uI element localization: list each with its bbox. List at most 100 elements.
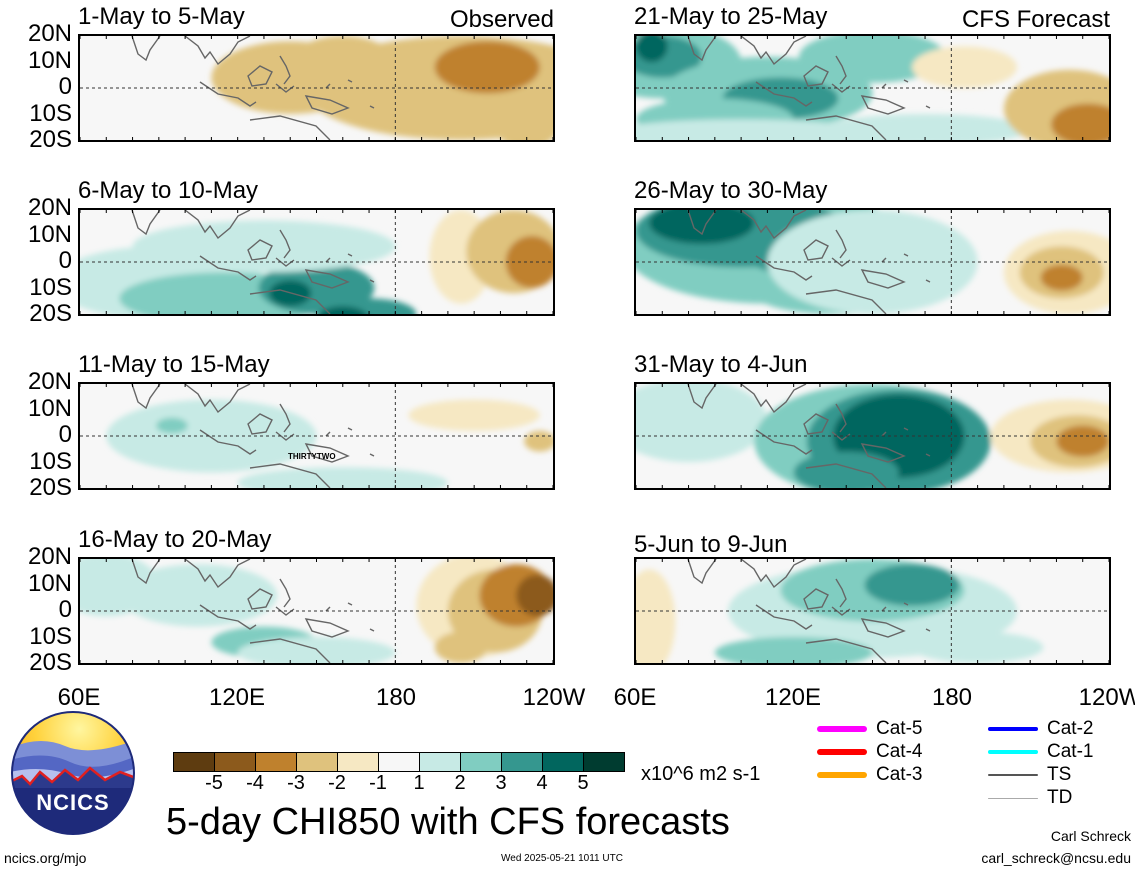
colorbar-swatch [542,752,584,772]
legend-line [988,750,1038,754]
ncics-logo: NCICS [10,710,136,836]
map-panel-6 [634,382,1111,490]
colorbar-label: 4 [536,772,548,794]
lat-label: 0 [58,421,72,448]
legend-item: Cat-5 [817,718,957,740]
legend-label: Cat-5 [876,718,923,739]
lon-label: 120E [208,684,266,711]
legend-item: Cat-1 [988,741,1128,763]
timestamp: Wed 2025-05-21 1011 UTC [501,853,623,864]
lat-label: 10S [29,99,72,127]
lat-label: 0 [58,596,72,623]
cfs-forecast-label: CFS Forecast [961,6,1110,33]
panel-title: 21-May to 25-May [634,3,828,30]
colorbar-swatch [378,752,420,772]
legend-label: TS [1047,764,1072,785]
legend-line [988,774,1038,776]
lat-label: 10N [27,220,72,248]
panel-title: 6-May to 10-May [78,177,259,204]
lat-label: 0 [58,247,72,274]
author-name: Carl Schreck [1050,828,1131,844]
panel-title: 1-May to 5-May [78,3,245,30]
colorbar-swatch [419,752,461,772]
colorbar-label: 3 [495,772,507,794]
legend-item: TS [988,764,1128,786]
map-panel-5: THIRTYTWO [78,382,555,490]
map-panel-7 [78,557,555,665]
legend-line [817,749,867,755]
legend-item: Cat-2 [988,718,1128,740]
panel-title: 16-May to 20-May [78,526,272,553]
map-field [636,36,1109,140]
colorbar-swatch [296,752,338,772]
legend-line [817,772,867,778]
legend-label: Cat-3 [876,764,923,785]
map-field [636,384,1109,488]
legend-item: TD [988,787,1128,809]
lat-label: 20S [29,649,72,676]
map-panel-2 [634,34,1111,142]
lat-label: 20S [29,300,72,327]
legend-label: Cat-1 [1047,741,1094,762]
map-field [80,384,553,488]
lat-label: 20N [27,543,72,570]
lat-label: 10N [27,394,72,422]
colorbar-label: -3 [287,772,305,794]
legend-line [988,727,1038,731]
lon-label: 120W [1078,684,1135,711]
map-panel-8 [634,557,1111,665]
map-field [80,36,553,140]
map-field [636,559,1109,663]
logo-text: NCICS [36,790,110,815]
colorbar-swatch [173,752,215,772]
colorbar-label: 2 [454,772,466,794]
panel-title: 5-Jun to 9-Jun [634,531,788,558]
lon-label: 180 [375,684,417,711]
colorbar-label: 1 [413,772,425,794]
lat-label: 20N [27,368,72,395]
colorbar-label: 5 [577,772,589,794]
colorbar-swatch [214,752,256,772]
observed-label: Observed [449,6,554,33]
colorbar-swatch [501,752,543,772]
legend-line [817,726,867,732]
lon-label: 120E [764,684,822,711]
colorbar-units: x10^6 m2 s-1 [641,763,761,785]
colorbar-swatch [460,752,502,772]
lon-label: 60E [613,684,657,711]
legend-line [988,797,1038,799]
colorbar-swatch [255,752,297,772]
storm-label: THIRTYTWO [288,452,336,461]
map-panel-1 [78,34,555,142]
colorbar-swatch [583,752,625,772]
lon-label: 60E [57,684,101,711]
map-panel-4 [634,208,1111,316]
lon-label: 120W [522,684,586,711]
lat-label: 10N [27,46,72,74]
main-title: 5-day CHI850 with CFS forecasts [166,801,730,843]
colorbar-label: -5 [205,772,223,794]
legend-label: Cat-2 [1047,718,1094,739]
colorbar-label: -2 [328,772,346,794]
lat-label: 20N [27,194,72,221]
lat-label: 10N [27,569,72,597]
lat-label: 20S [29,474,72,501]
colorbar-label: -1 [369,772,387,794]
map-field [80,210,553,314]
panel-title: 31-May to 4-Jun [634,351,808,378]
legend-label: TD [1047,787,1073,808]
map-field [636,210,1109,314]
legend-item: Cat-3 [817,764,957,786]
lat-label: 20S [29,126,72,153]
panel-title: 26-May to 30-May [634,177,828,204]
lat-label: 10S [29,622,72,650]
colorbar-swatch [337,752,379,772]
panel-title: 11-May to 15-May [78,351,270,378]
map-panel-3 [78,208,555,316]
colorbar-label: -4 [246,772,264,794]
lat-label: 10S [29,273,72,301]
legend-label: Cat-4 [876,741,923,762]
author-email: carl_schreck@ncsu.edu [981,850,1131,866]
legend-item: Cat-4 [817,741,957,763]
lat-label: 0 [58,73,72,100]
